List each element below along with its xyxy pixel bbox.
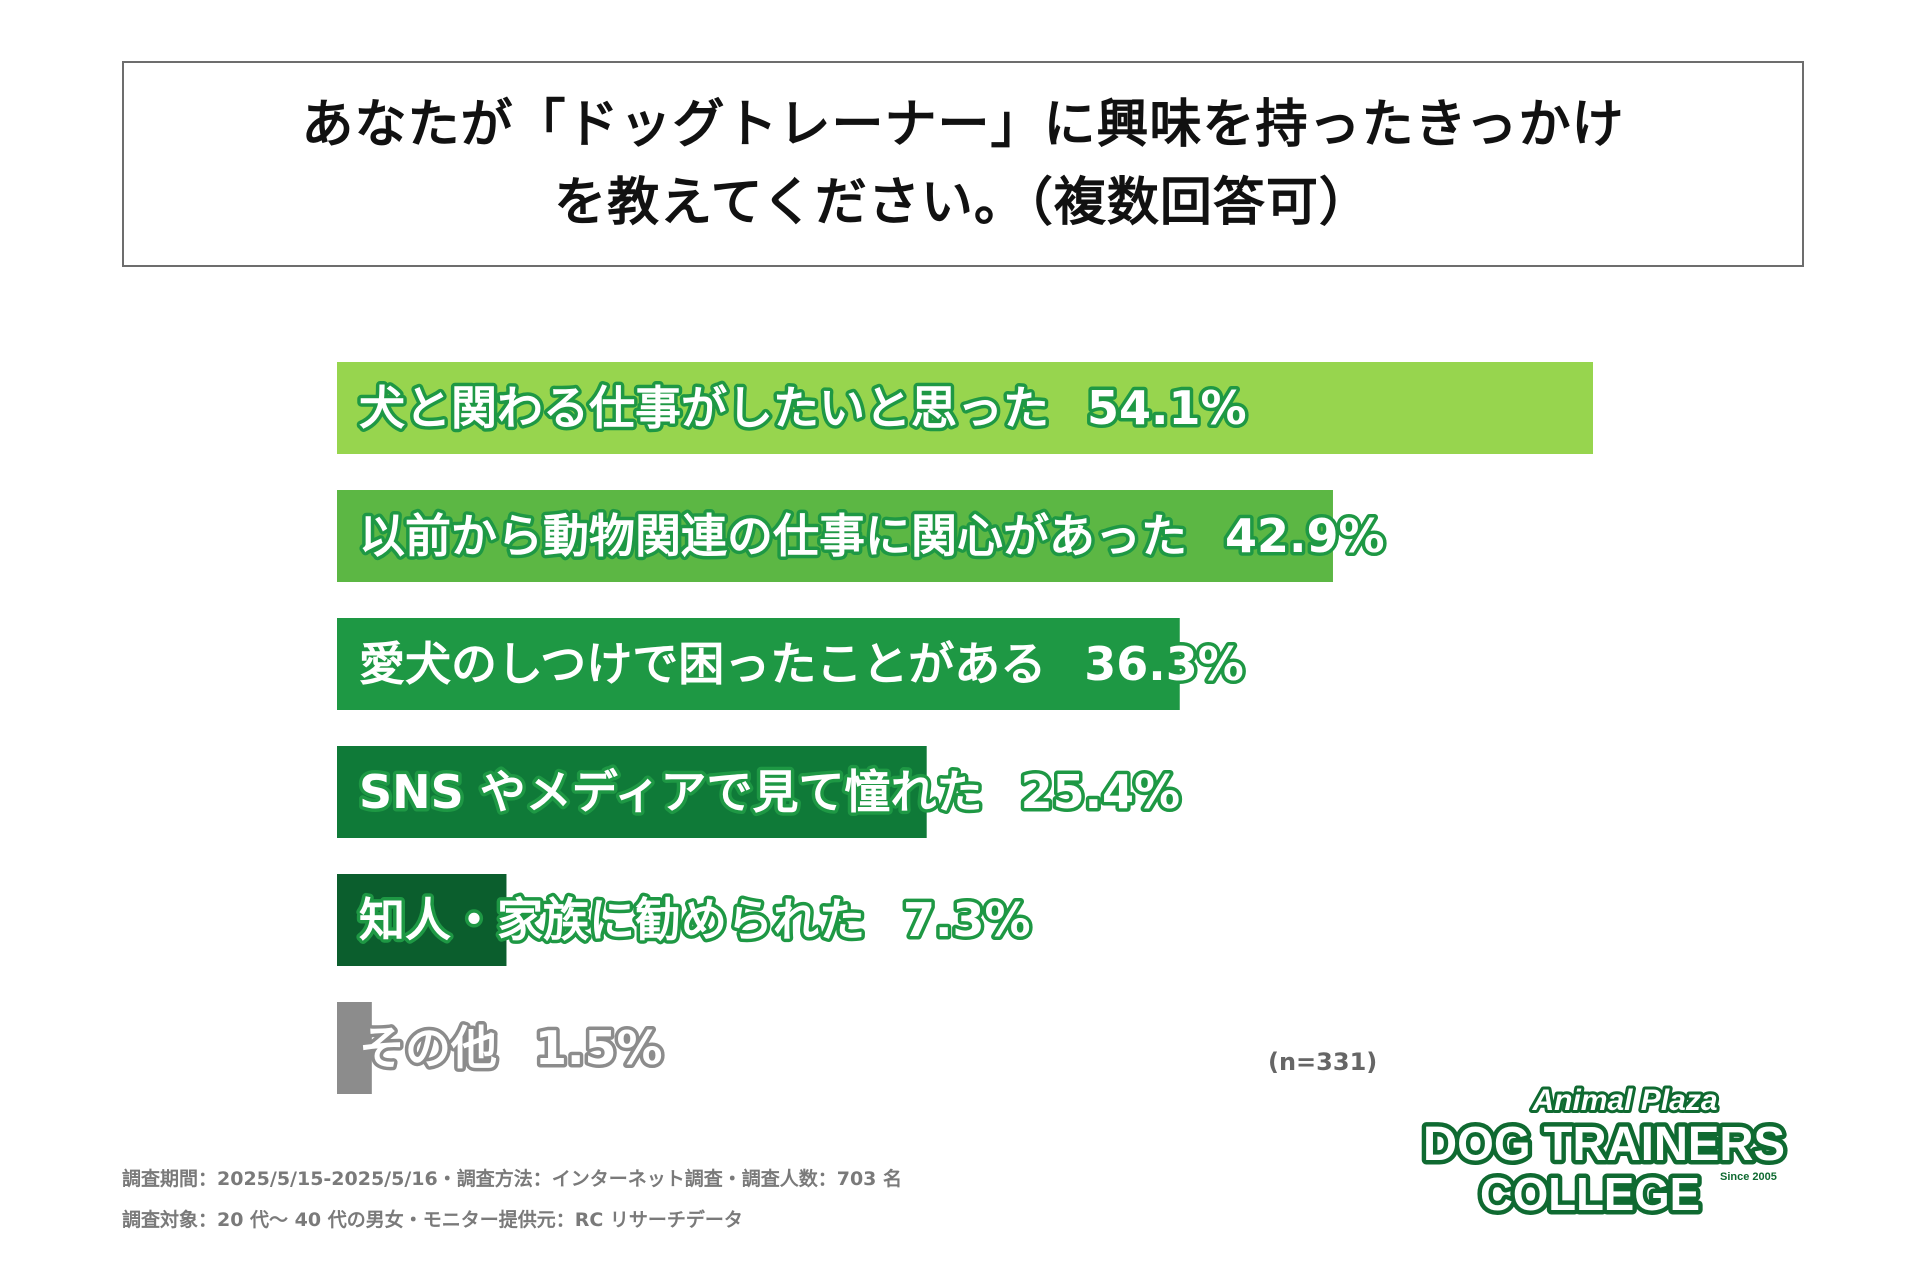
bar-label-2: 以前から動物関連の仕事に関心があった 42.9% [359,509,1385,563]
value-label-4: 25.4% [1021,765,1181,819]
value-label-2: 42.9% [1225,509,1385,563]
bar-3 [337,618,1180,710]
bar-5 [337,874,507,966]
title-line-2: を教えてください。（複数回答可） [554,173,1372,233]
college-logo: Animal Plaza DOG TRAINERS COLLEGE Since … [1420,1081,1790,1225]
category-label-6: その他 [359,1021,497,1075]
category-label-1: 犬と関わる仕事がしたいと思った [359,381,1049,435]
bar-label-6: その他 1.5% [359,1021,663,1075]
footnote-survey-period: 調査期間：2025/5/15-2025/5/16・調査方法：インターネット調査・… [122,1168,903,1190]
bar-label-1: 犬と関わる仕事がしたいと思った 54.1% [359,381,1247,435]
category-label-4: SNS やメディアで見て憧れた [359,765,983,819]
title-line-1: あなたが「ドッグトレーナー」に興味を持ったきっかけ [301,95,1625,155]
title-box: あなたが「ドッグトレーナー」に興味を持ったきっかけ を教えてください。（複数回答… [122,61,1804,267]
bar-1 [337,362,1593,454]
bar-label-4: SNS やメディアで見て憧れた 25.4% [359,765,1180,819]
value-label-3: 36.3% [1084,637,1244,691]
bar-label-3: 愛犬のしつけで困ったことがある 36.3% [359,637,1244,691]
bar-6 [337,1002,372,1094]
logo-line-3: COLLEGE [1480,1168,1700,1220]
bar-2 [337,490,1333,582]
logo-since: Since 2005 [1720,1171,1777,1183]
bar-label-5: 知人・家族に勧められた 7.3% [359,893,1031,947]
category-label-2: 以前から動物関連の仕事に関心があった [359,509,1187,563]
category-label-3: 愛犬のしつけで困ったことがある [359,637,1046,691]
value-label-1: 54.1% [1087,381,1247,435]
category-label-5: 知人・家族に勧められた [359,893,865,947]
value-label-6: 1.5% [535,1021,663,1075]
value-label-5: 7.3% [903,893,1031,947]
sample-size: (n=331) [1268,1048,1378,1076]
logo-line-2: DOG TRAINERS [1423,1118,1785,1171]
bar-4 [337,746,927,838]
logo-line-1: Animal Plaza [1531,1084,1717,1117]
footnote-survey-target: 調査対象：20 代〜 40 代の男女・モニター提供元：RC リサーチデータ [122,1209,743,1231]
